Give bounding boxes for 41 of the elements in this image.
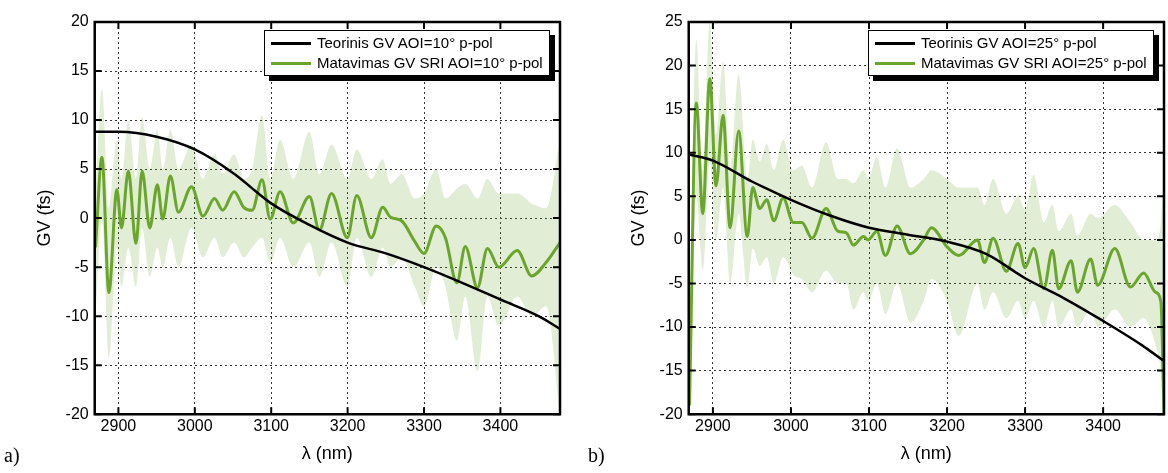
x-tick-label: 2900 bbox=[100, 417, 137, 435]
x-tick-label: 2900 bbox=[695, 417, 731, 435]
x-tick-label: 3000 bbox=[773, 417, 809, 435]
y-tick-label: 15 bbox=[664, 99, 683, 117]
y-axis-title: GV (fs) bbox=[627, 189, 648, 247]
y-tick-label: 25 bbox=[664, 12, 683, 30]
x-tick-label: 3100 bbox=[851, 417, 887, 435]
x-tick-label: 3300 bbox=[406, 417, 442, 435]
x-tick-label: 3200 bbox=[329, 417, 366, 435]
legend-label: Teorinis GV AOI=10° p-pol bbox=[317, 33, 493, 53]
y-tick-label: 10 bbox=[70, 110, 89, 128]
y-tick-label: 5 bbox=[673, 186, 683, 204]
text: a) bbox=[4, 444, 20, 467]
y-tick-label: -15 bbox=[65, 355, 89, 373]
x-tick-label: 3000 bbox=[177, 417, 213, 435]
y-tick-label: -5 bbox=[74, 257, 89, 275]
x-axis-title: λ (nm) bbox=[900, 443, 952, 464]
y-tick-label: 0 bbox=[673, 230, 683, 248]
x-tick-label: 3300 bbox=[1007, 417, 1043, 435]
legend-label: Matavimas GV SRI AOI=10° p-pol bbox=[317, 53, 543, 73]
y-tick-label: 20 bbox=[664, 55, 683, 73]
y-tick-label: -20 bbox=[65, 404, 89, 422]
x-tick-label: 3400 bbox=[482, 417, 519, 435]
y-tick-label: -20 bbox=[659, 404, 683, 422]
x-axis-title: λ (nm) bbox=[301, 443, 353, 464]
y-tick-label: 0 bbox=[79, 208, 89, 226]
y-tick-label: 5 bbox=[79, 159, 89, 177]
y-tick-label: -5 bbox=[668, 273, 683, 291]
legend-label: Teorinis GV AOI=25° p-pol bbox=[921, 33, 1097, 53]
legend-label: Matavimas GV SRI AOI=25° p-pol bbox=[921, 53, 1147, 73]
y-tick-label: 15 bbox=[70, 61, 89, 79]
y-tick-label: -10 bbox=[659, 317, 683, 335]
x-tick-label: 3400 bbox=[1085, 417, 1122, 435]
y-tick-label: -15 bbox=[659, 361, 683, 379]
x-tick-label: 3100 bbox=[253, 417, 290, 435]
text: b) bbox=[588, 444, 605, 467]
y-tick-label: -10 bbox=[65, 306, 89, 324]
y-axis-title: GV (fs) bbox=[33, 189, 54, 247]
y-tick-label: 10 bbox=[664, 143, 683, 161]
y-tick-label: 20 bbox=[70, 12, 89, 30]
x-tick-label: 3200 bbox=[929, 417, 965, 435]
